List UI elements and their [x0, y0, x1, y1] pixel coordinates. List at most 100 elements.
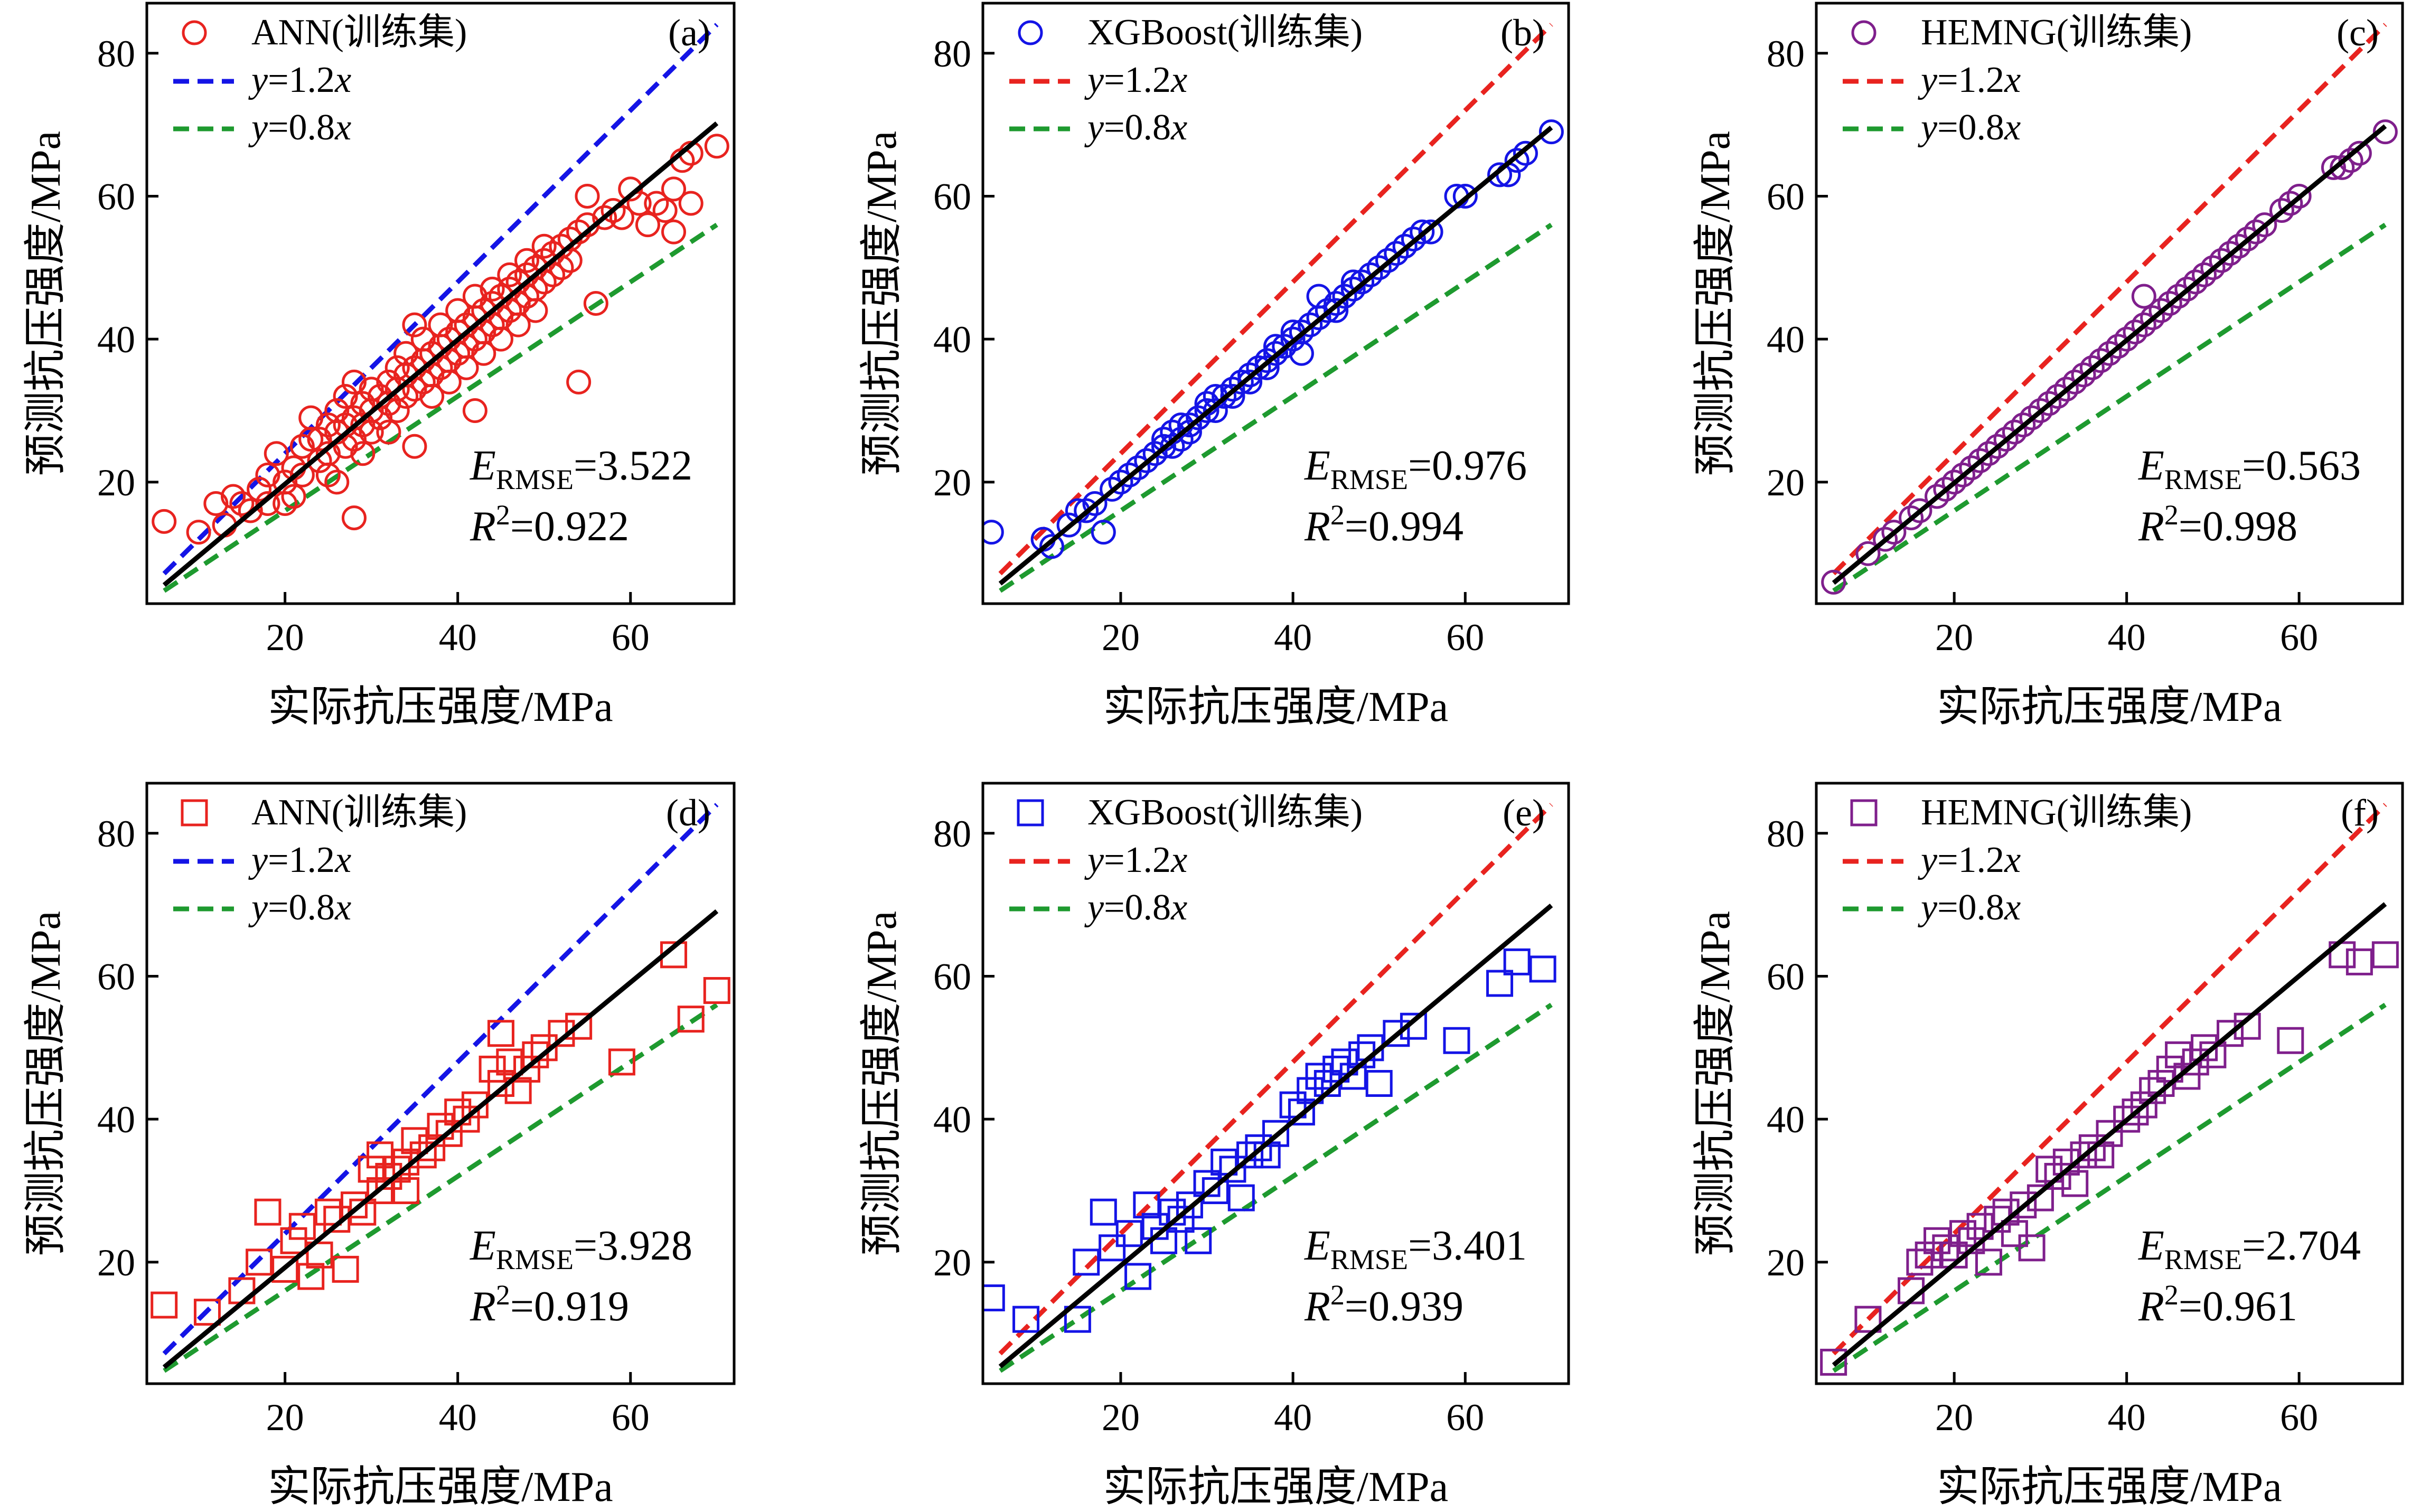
data-point	[409, 1141, 437, 1169]
data-point	[1349, 269, 1375, 295]
legend-marker	[1850, 799, 1878, 827]
ref-line-1.2x	[162, 23, 719, 576]
data-point	[1176, 1191, 1203, 1219]
data-point	[151, 1291, 178, 1319]
y-tick-label: 60	[933, 955, 971, 998]
y-axis-label: 预测抗压强度/MPa	[859, 911, 905, 1256]
y-tick-label: 40	[97, 318, 135, 361]
panel-c: 20 40 60 20 40 60 80 实际抗压强度/MPa 预测抗压强度/MPa (c) HEM…	[1692, 2, 2404, 730]
data-point	[376, 419, 401, 445]
y-tick-label: 40	[1767, 318, 1805, 361]
data-point	[983, 1284, 1005, 1312]
data-point	[2157, 291, 2182, 316]
data-point	[306, 1241, 333, 1269]
data-point	[678, 191, 703, 216]
legend: HEMNG(训练集) y=1.2x y=0.8x	[1843, 792, 2192, 928]
fit-line	[1832, 124, 2387, 585]
panel-label: (d)	[666, 792, 710, 834]
r2-text: R2=0.939	[1304, 1279, 1463, 1330]
data-point	[1082, 491, 1108, 516]
data-point	[2114, 326, 2140, 352]
data-point	[644, 191, 669, 216]
data-point	[341, 369, 367, 395]
data-point	[2234, 1012, 2261, 1040]
data-point	[1324, 298, 1349, 323]
data-point	[384, 355, 410, 380]
y-tick-label: 40	[933, 1098, 971, 1141]
data-point	[1115, 1220, 1143, 1247]
legend-model-label: ANN(训练集)	[251, 12, 467, 53]
data-point	[350, 412, 376, 438]
data-point	[350, 441, 376, 466]
data-point	[1168, 427, 1194, 452]
data-point	[2018, 1234, 2046, 1262]
r2-text: R2=0.961	[2138, 1279, 2297, 1330]
x-tick-label: 20	[266, 1396, 304, 1439]
data-point	[281, 484, 306, 509]
data-point	[1855, 541, 1881, 566]
data-point	[1167, 1206, 1195, 1233]
data-point	[601, 198, 626, 223]
data-point	[2140, 305, 2165, 331]
data-point	[1177, 419, 1202, 445]
x-axis-label: 实际抗压强度/MPa	[1937, 1464, 2282, 1510]
legend-ref-up-label: y=1.2x	[248, 840, 351, 880]
data-point	[2286, 183, 2312, 209]
data-point	[229, 491, 255, 516]
rmse-text: ERMSE=3.522	[470, 443, 692, 495]
data-point	[332, 1255, 359, 1283]
data-point	[1881, 520, 1907, 545]
data-point	[1966, 1213, 1994, 1240]
data-point	[549, 255, 574, 280]
data-point	[375, 1162, 402, 1190]
data-point	[1220, 377, 1245, 402]
y-tick-label: 40	[1767, 1098, 1805, 1141]
y-tick-label: 20	[933, 462, 971, 504]
data-point	[1263, 341, 1288, 366]
data-point	[1933, 476, 1958, 502]
legend-marker	[1851, 20, 1877, 45]
data-point	[221, 484, 246, 509]
plot-frame	[1815, 782, 2404, 1385]
data-point	[1262, 1120, 1289, 1147]
plot-frame	[1815, 2, 2404, 605]
panel-f: 20 40 60 20 40 60 80 实际抗压强度/MPa 预测抗压强度/MPa (f) HEM…	[1692, 782, 2404, 1510]
data-point	[2061, 1170, 2089, 1197]
fit-line	[998, 126, 1553, 586]
legend-ref-up-label: y=1.2x	[1918, 840, 2021, 880]
data-point	[1487, 162, 1513, 187]
data-point	[1504, 148, 1530, 173]
data-point	[626, 191, 652, 216]
data-point	[246, 1248, 273, 1276]
data-point	[453, 1105, 480, 1133]
data-point	[402, 434, 427, 459]
data-point	[1924, 1227, 1951, 1254]
data-point	[652, 198, 678, 223]
data-point	[1315, 298, 1340, 323]
data-point	[2330, 155, 2355, 180]
data-point	[2113, 1105, 2141, 1133]
legend-ref-down-label: y=0.8x	[1918, 887, 2021, 928]
data-point	[1959, 455, 1984, 481]
data-point	[193, 1299, 221, 1326]
data-point	[273, 491, 298, 516]
data-point	[479, 1055, 506, 1083]
y-tick-label: 80	[97, 33, 135, 75]
data-point	[264, 441, 289, 466]
data-point	[1074, 498, 1099, 523]
fit-line	[998, 904, 1553, 1368]
data-point	[1246, 355, 1271, 380]
data-point	[314, 1198, 342, 1226]
data-point	[1237, 369, 1263, 395]
data-point	[445, 298, 471, 323]
x-tick-label: 20	[1935, 1396, 1973, 1439]
legend: XGBoost(训练集) y=1.2x y=0.8x	[1009, 12, 1363, 148]
data-point	[2192, 262, 2217, 287]
data-point	[487, 1070, 514, 1097]
data-point	[505, 312, 531, 337]
data-point	[1418, 219, 1443, 245]
data-point	[1186, 405, 1211, 430]
data-point	[462, 284, 487, 309]
data-point	[2173, 1063, 2201, 1090]
panel-label: (a)	[668, 12, 710, 54]
